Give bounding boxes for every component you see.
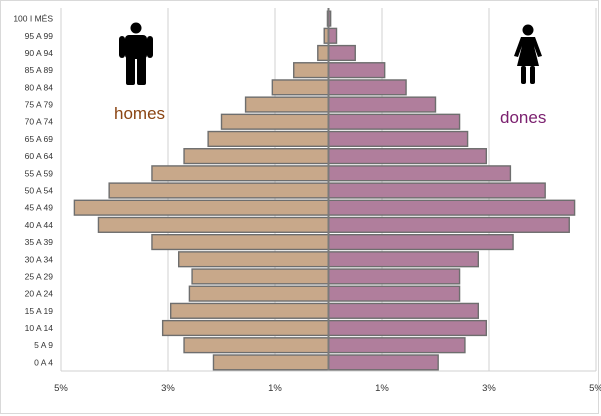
bar-men xyxy=(183,148,330,165)
bar-women xyxy=(327,182,546,199)
bar-women xyxy=(327,302,480,319)
x-tick-label: 5% xyxy=(589,383,601,394)
age-group-label: 10 A 14 xyxy=(25,323,54,333)
bar-men xyxy=(220,113,330,130)
bar-women xyxy=(327,165,512,182)
age-group-label: 5 A 9 xyxy=(34,340,53,350)
bar-men xyxy=(177,251,330,268)
bar-women xyxy=(327,96,437,113)
age-group-label: 100 I MÉS xyxy=(13,14,53,24)
bar-men xyxy=(207,130,330,148)
bar-men xyxy=(151,165,330,182)
bar-men xyxy=(244,96,330,113)
bar-men xyxy=(161,319,330,337)
age-group-label: 35 A 39 xyxy=(25,237,54,247)
bar-women xyxy=(327,199,576,216)
bar-men xyxy=(97,216,330,233)
age-group-label: 90 A 94 xyxy=(25,48,54,58)
age-group-label: 80 A 84 xyxy=(25,82,54,92)
woman-silhouette-icon xyxy=(514,24,542,84)
x-tick-labels: 5% 3% 1% 1% 3% 5% xyxy=(54,383,601,394)
bar-women xyxy=(327,354,439,371)
age-group-label: 60 A 64 xyxy=(25,151,54,161)
bar-women xyxy=(327,79,407,96)
bar-men xyxy=(191,268,330,285)
age-group-label: 45 A 49 xyxy=(25,203,54,213)
bar-women xyxy=(327,337,466,354)
age-group-label: 75 A 79 xyxy=(25,100,54,110)
x-tick-label: 5% xyxy=(54,383,68,394)
age-group-label: 85 A 89 xyxy=(25,65,54,75)
age-group-label: 30 A 34 xyxy=(25,254,54,264)
bars xyxy=(73,10,576,371)
x-tick-label: 1% xyxy=(268,383,282,394)
women-legend-label: dones xyxy=(500,108,547,127)
bar-women xyxy=(327,285,461,302)
bar-men xyxy=(212,354,330,371)
bar-men xyxy=(151,233,330,251)
bar-women xyxy=(327,27,338,44)
x-tick-label: 3% xyxy=(482,383,496,394)
age-group-label: 50 A 54 xyxy=(25,186,54,196)
bar-women xyxy=(327,130,469,148)
bar-women xyxy=(327,216,570,233)
age-group-label: 65 A 69 xyxy=(25,134,54,144)
bar-men xyxy=(169,302,330,319)
bar-women xyxy=(327,268,461,285)
age-group-label: 55 A 59 xyxy=(25,168,54,178)
bar-men xyxy=(183,337,330,354)
axis xyxy=(61,8,596,372)
bar-men xyxy=(73,199,330,216)
x-tick-label: 1% xyxy=(375,383,389,394)
x-tick-label: 3% xyxy=(161,383,175,394)
bar-women xyxy=(327,113,461,130)
age-group-label: 95 A 99 xyxy=(25,31,54,41)
bar-men xyxy=(317,44,330,62)
bar-women xyxy=(327,319,488,337)
bar-women xyxy=(327,233,514,251)
bar-men xyxy=(271,79,330,96)
age-group-label: 20 A 24 xyxy=(25,289,54,299)
age-group-label: 40 A 44 xyxy=(25,220,54,230)
men-legend-label: homes xyxy=(114,104,166,123)
age-group-label: 25 A 29 xyxy=(25,271,54,281)
bar-men xyxy=(108,182,330,199)
bar-men xyxy=(188,285,330,302)
bar-women xyxy=(327,44,356,62)
age-group-label: 0 A 4 xyxy=(34,357,53,367)
bar-women xyxy=(327,62,386,79)
age-group-label: 15 A 19 xyxy=(25,306,54,316)
bar-men xyxy=(293,62,330,79)
man-silhouette-icon xyxy=(119,22,153,85)
bar-women xyxy=(327,148,488,165)
age-group-labels: 0 A 4 5 A 9 10 A 14 15 A 19 20 A 24 25 A 29 30… xyxy=(13,14,53,368)
age-group-label: 70 A 74 xyxy=(25,117,54,127)
bar-women xyxy=(327,251,480,268)
